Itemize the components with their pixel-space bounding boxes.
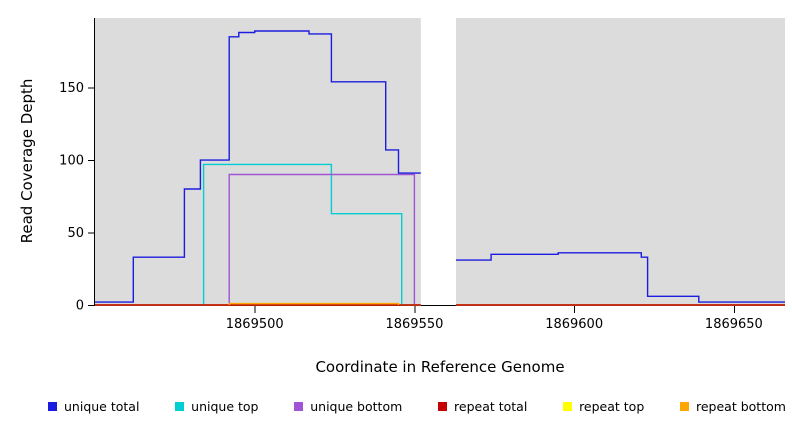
x-axis-label: Coordinate in Reference Genome xyxy=(315,358,565,376)
legend-label: repeat bottom xyxy=(696,398,786,414)
legend-swatch-unique-top xyxy=(175,401,185,411)
x-tick-label: 1869500 xyxy=(226,317,284,332)
y-axis-label: Read Coverage Depth xyxy=(18,78,36,244)
y-tick-label: 100 xyxy=(59,154,84,169)
y-tick-label: 50 xyxy=(67,226,84,241)
y-tick-label: 0 xyxy=(76,299,84,314)
legend-swatch-unique-bottom xyxy=(294,401,304,411)
legend-swatch-repeat-top xyxy=(563,401,573,411)
x-tick-label: 1869600 xyxy=(545,317,603,332)
series-unique-total-line xyxy=(95,30,421,303)
legend-label: unique bottom xyxy=(310,398,403,414)
legend-item-repeat-top: repeat top xyxy=(563,399,644,414)
y-tick-label: 150 xyxy=(59,81,84,96)
series-unique-top-line xyxy=(95,163,421,306)
legend-label: repeat total xyxy=(454,398,528,414)
legend-label: unique total xyxy=(64,398,140,414)
legend-swatch-unique-total xyxy=(48,401,57,411)
legend-label: repeat top xyxy=(579,398,645,414)
legend-item-unique-total: unique total xyxy=(48,399,139,414)
gap-band xyxy=(420,15,456,305)
legend-item-repeat-bottom: repeat bottom xyxy=(680,399,786,414)
legend-label: unique top xyxy=(191,398,259,414)
legend-item-unique-bottom: unique bottom xyxy=(294,399,402,414)
legend-swatch-repeat-bottom xyxy=(680,401,689,411)
x-tick-label: 1869550 xyxy=(385,317,443,332)
legend-item-repeat-total: repeat total xyxy=(438,399,527,414)
legend: unique total unique top unique bottom repea… xyxy=(48,396,786,416)
x-tick-label: 1869650 xyxy=(705,317,763,332)
series-repeat-bottom-line xyxy=(228,302,400,305)
legend-item-unique-top: unique top xyxy=(175,399,258,414)
series-unique-total-line xyxy=(456,252,785,303)
legend-swatch-repeat-total xyxy=(438,401,448,411)
